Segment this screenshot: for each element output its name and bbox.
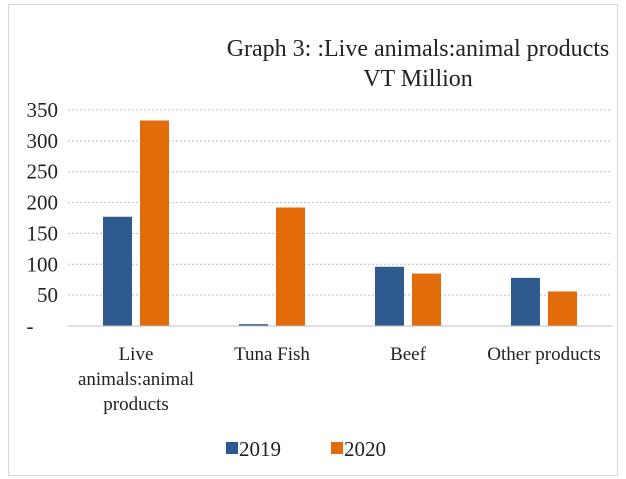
y-axis-ticks: -50 100 150 200 250 300 350	[27, 98, 59, 338]
bar-2019	[511, 277, 540, 326]
bar-2019	[103, 216, 132, 326]
x-category-label: Beef	[390, 344, 427, 365]
x-category-label: Other products	[487, 344, 600, 365]
bar-2019	[375, 266, 404, 326]
y-tick-label: 200	[27, 191, 59, 215]
chart-title: Graph 3: :Live animals:animal products VT…	[227, 36, 610, 92]
bar-2020	[548, 291, 577, 326]
legend: 2019 2020	[226, 437, 386, 461]
bar-2020	[412, 273, 441, 326]
x-category-label: Live	[119, 344, 154, 365]
legend-label: 2019	[239, 437, 281, 461]
y-tick-label: 50	[37, 283, 58, 307]
x-category-label: animals:animal	[78, 369, 194, 390]
legend-swatch-2019	[226, 442, 238, 454]
legend-label: 2020	[344, 437, 386, 461]
bars	[103, 120, 577, 327]
chart-title-line: Graph 3: :Live animals:animal products	[227, 36, 610, 62]
x-axis-category-labels: Live animals:animal products Tuna Fish Beef O…	[78, 344, 601, 415]
x-category-label: products	[103, 394, 168, 415]
y-tick-label: 300	[27, 129, 59, 153]
legend-swatch-2020	[331, 442, 343, 454]
y-tick-label: 250	[27, 160, 59, 184]
gridlines	[68, 109, 612, 296]
y-tick-label: 150	[27, 221, 59, 245]
y-tick-label: -	[27, 314, 34, 338]
y-tick-label: 100	[27, 252, 59, 276]
bar-2020	[140, 120, 169, 327]
bar-2019	[239, 324, 268, 326]
bar-2020	[276, 207, 305, 326]
y-tick-label: 350	[27, 98, 59, 122]
x-category-label: Tuna Fish	[234, 344, 310, 365]
chart-title-line: VT Million	[363, 66, 473, 92]
